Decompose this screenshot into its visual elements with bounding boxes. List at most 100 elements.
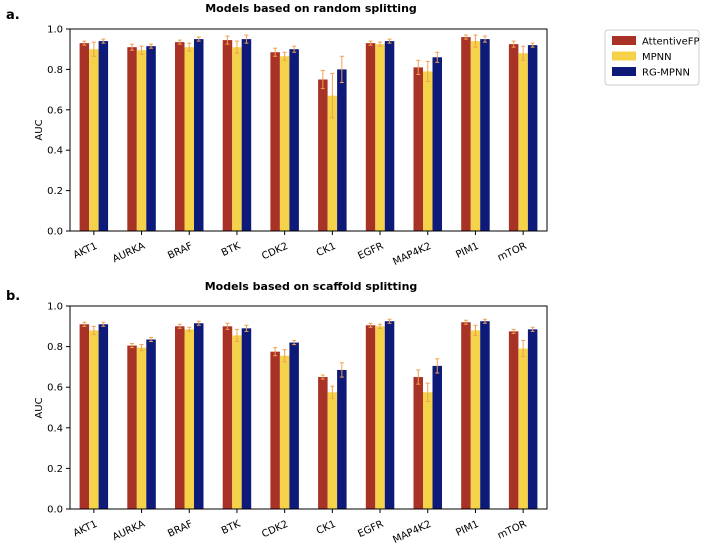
panel-a-xtick-label-cdk2: CDK2 bbox=[260, 241, 290, 263]
panel-a-ytick-label: 0.4 bbox=[47, 146, 63, 157]
panel-a-bar-rg-mpnn-mtor bbox=[527, 45, 538, 231]
panel-a-xtick-label-akt1: AKT1 bbox=[72, 241, 99, 262]
legend-swatch-mpnn bbox=[612, 51, 636, 61]
panel-b-bar-rg-mpnn-braf bbox=[194, 323, 204, 509]
panel-a-bar-attentivefp-ck1 bbox=[318, 79, 328, 231]
panel-a-bar-attentivefp-btk bbox=[222, 40, 233, 231]
panel-b-bar-rg-mpnn-cdk2 bbox=[289, 342, 299, 509]
panel-a-bar-attentivefp-braf bbox=[175, 42, 185, 231]
panel-a-bar-rg-mpnn-cdk2 bbox=[289, 49, 299, 232]
panel-a-label: a. bbox=[6, 8, 20, 23]
panel-b-bar-mpnn-braf bbox=[184, 329, 194, 509]
panel-a-bar-mpnn-map4k2 bbox=[423, 71, 433, 231]
panel-a-ylabel: AUC bbox=[34, 119, 45, 140]
panel-a-bar-rg-mpnn-ck1 bbox=[337, 69, 347, 232]
panel-b-ytick-label: 0.0 bbox=[47, 505, 63, 516]
panel-a-xtick-label-ck1: CK1 bbox=[315, 241, 338, 259]
panel-a-title: Models based on random splitting bbox=[205, 2, 417, 15]
panel-b-bar-attentivefp-akt1 bbox=[79, 324, 90, 509]
panel-a-ytick-label: 0.0 bbox=[47, 227, 63, 238]
panel-b-bar-mpnn-btk bbox=[232, 335, 242, 509]
panel-a-bar-mpnn-akt1 bbox=[89, 49, 99, 232]
panel-b-ytick-label: 0.6 bbox=[47, 383, 63, 394]
panel-b-bar-attentivefp-pim1 bbox=[461, 322, 471, 509]
panel-a-bar-attentivefp-map4k2 bbox=[413, 67, 423, 231]
panel-a-bar-rg-mpnn-braf bbox=[194, 39, 204, 231]
panel-b-axes-frame bbox=[69, 305, 548, 510]
panel-a-bar-mpnn-aurka bbox=[136, 50, 147, 232]
panel-a-xtick-label-aurka: AURKA bbox=[111, 241, 147, 266]
panel-b-bar-rg-mpnn-btk bbox=[241, 328, 252, 509]
panel-b-bar-attentivefp-egfr bbox=[365, 325, 376, 509]
panel-b-bar-rg-mpnn-ck1 bbox=[337, 369, 347, 509]
panel-b-xtick-label-egfr: EGFR bbox=[356, 519, 385, 540]
panel-a-xtick-label-egfr: EGFR bbox=[356, 241, 385, 262]
panel-b-bar-rg-mpnn-aurka bbox=[146, 339, 156, 509]
panel-b-plot: 0.0 0.2 0.4 0.6 0.8 1.0 AKT1 AURKA BRAF BTK CDK2 CK… bbox=[47, 302, 548, 543]
panel-b-bar-rg-mpnn-pim1 bbox=[480, 321, 490, 509]
panel-b-bar-mpnn-ck1 bbox=[327, 392, 338, 509]
panel-a-ytick-label: 1.0 bbox=[47, 25, 63, 36]
panel-a-bar-mpnn-braf bbox=[184, 47, 194, 232]
legend: AttentiveFP MPNN RG-MPNN bbox=[604, 29, 700, 86]
panel-b-bar-mpnn-mtor bbox=[518, 348, 528, 509]
panel-a-ytick-label: 0.8 bbox=[47, 65, 63, 76]
panel-a-xtick-label-map4k2: MAP4K2 bbox=[391, 241, 433, 268]
panel-a-ytick-label: 0.6 bbox=[47, 105, 63, 116]
panel-b-ylabel: AUC bbox=[34, 397, 45, 418]
panel-b-ytick-label: 0.2 bbox=[47, 464, 63, 475]
panel-b-title: Models based on scaffold splitting bbox=[205, 280, 418, 293]
panel-b-bar-rg-mpnn-mtor bbox=[527, 329, 538, 509]
panel-a-bar-mpnn-ck1 bbox=[327, 95, 338, 231]
panel-a-bar-rg-mpnn-akt1 bbox=[98, 41, 109, 232]
panel-a-bar-mpnn-cdk2 bbox=[279, 56, 290, 231]
panel-b-bar-mpnn-egfr bbox=[375, 326, 385, 509]
panel-a-bar-mpnn-pim1 bbox=[470, 41, 481, 232]
panel-b-bar-attentivefp-map4k2 bbox=[413, 377, 423, 509]
panel-a-bar-attentivefp-aurka bbox=[127, 47, 137, 232]
legend-label-attentivefp: AttentiveFP bbox=[642, 37, 700, 48]
panel-a-xtick-label-mtor: mTOR bbox=[496, 241, 528, 264]
panel-a-plot: 0.0 0.2 0.4 0.6 0.8 1.0 AKT1 AURKA BRAF BTK CDK2 CK… bbox=[47, 25, 548, 268]
panel-b-xtick-label-mtor: mTOR bbox=[496, 519, 528, 542]
panel-b-label: b. bbox=[6, 289, 20, 304]
panel-a-bar-mpnn-egfr bbox=[375, 44, 385, 232]
panel-b-bar-mpnn-akt1 bbox=[89, 330, 99, 509]
panel-b-bar-attentivefp-mtor bbox=[508, 331, 519, 509]
panel-a-bar-attentivefp-pim1 bbox=[461, 37, 471, 231]
panel-a-bar-mpnn-btk bbox=[232, 47, 242, 232]
panel-a-bar-mpnn-mtor bbox=[518, 53, 528, 231]
panel-a-axes-frame bbox=[69, 28, 548, 232]
panel-b-bar-attentivefp-braf bbox=[175, 326, 185, 509]
panel-b-xtick-label-ck1: CK1 bbox=[315, 519, 338, 537]
panel-b-xtick-label-pim1: PIM1 bbox=[454, 519, 480, 539]
panel-b-bar-rg-mpnn-egfr bbox=[384, 321, 395, 509]
legend-label-mpnn: MPNN bbox=[642, 52, 672, 63]
panel-b-ytick-label: 0.4 bbox=[47, 423, 63, 434]
panel-b-xtick-label-cdk2: CDK2 bbox=[260, 519, 290, 541]
panel-a-bar-rg-mpnn-aurka bbox=[146, 46, 156, 231]
panel-b-bar-mpnn-pim1 bbox=[470, 330, 481, 509]
panel-b-bar-attentivefp-aurka bbox=[127, 345, 137, 509]
panel-b-bar-rg-mpnn-akt1 bbox=[98, 324, 109, 509]
panel-a-bar-rg-mpnn-pim1 bbox=[480, 39, 490, 231]
panel-b-xtick-label-braf: BRAF bbox=[166, 519, 194, 540]
panel-b-bar-mpnn-map4k2 bbox=[423, 392, 433, 509]
panel-b-bar-rg-mpnn-map4k2 bbox=[432, 365, 442, 509]
panel-a-bar-rg-mpnn-map4k2 bbox=[432, 57, 442, 231]
panel-a-bar-attentivefp-cdk2 bbox=[270, 52, 280, 232]
panel-a-xtick-label-btk: BTK bbox=[220, 241, 243, 259]
panel-b-xtick-label-akt1: AKT1 bbox=[72, 519, 99, 540]
panel-b-xtick-label-map4k2: MAP4K2 bbox=[391, 519, 433, 543]
legend-label-rg-mpnn: RG-MPNN bbox=[642, 68, 690, 79]
panel-b-bar-attentivefp-ck1 bbox=[318, 377, 328, 509]
panel-b-xtick-label-btk: BTK bbox=[220, 519, 243, 537]
panel-a-bar-attentivefp-egfr bbox=[365, 43, 376, 231]
panel-b-ytick-label: 1.0 bbox=[47, 302, 63, 313]
panel-b-ytick-label: 0.8 bbox=[47, 342, 63, 353]
panel-a-bar-attentivefp-akt1 bbox=[79, 43, 90, 231]
panel-a-bar-rg-mpnn-egfr bbox=[384, 41, 395, 232]
panel-b-bar-mpnn-cdk2 bbox=[279, 355, 290, 509]
legend-swatch-attentivefp bbox=[612, 36, 636, 45]
